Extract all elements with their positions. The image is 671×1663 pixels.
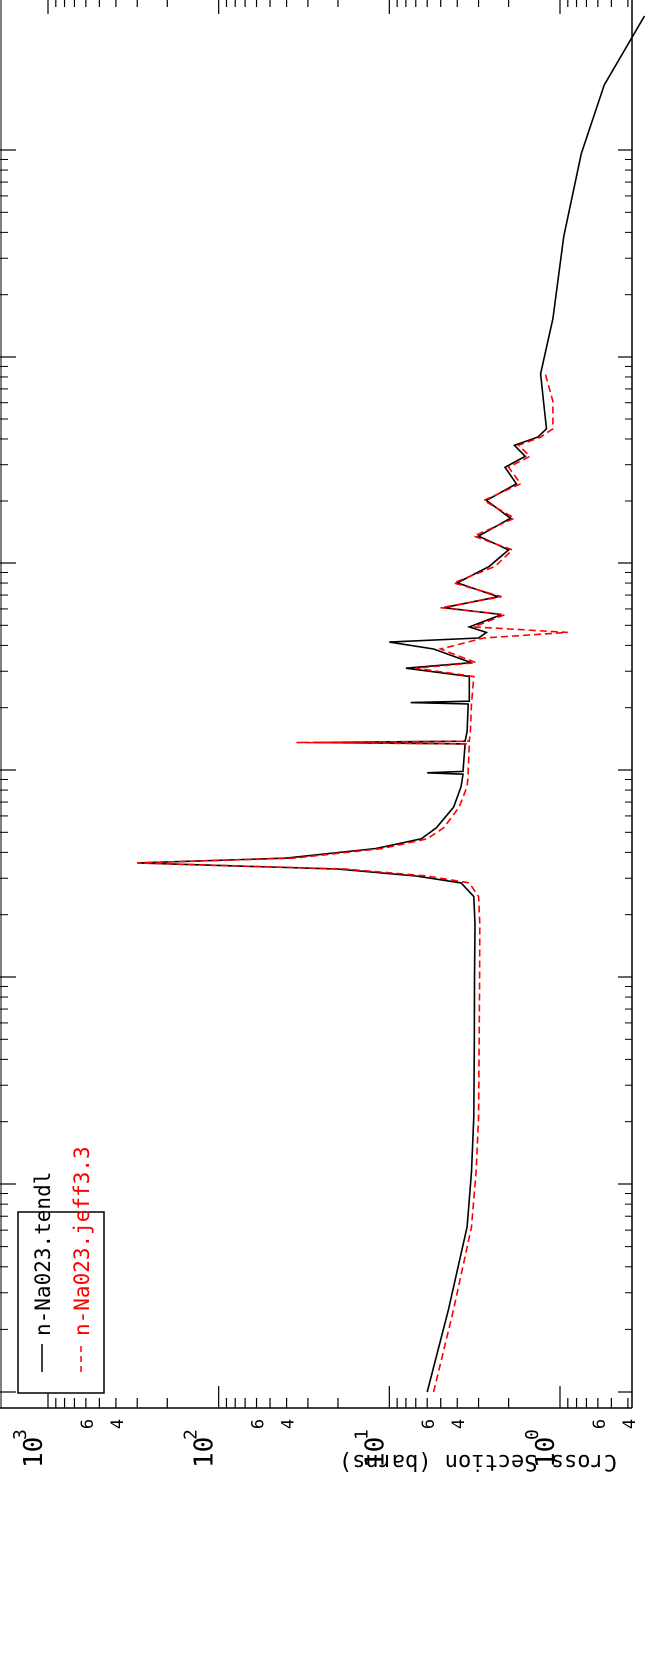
y-tick-label: 10	[360, 1437, 390, 1468]
y-tick-exponent: 1	[351, 1429, 372, 1440]
y-minor-label: 4	[108, 1419, 128, 1429]
y-tick-exponent: 0	[522, 1429, 543, 1440]
y-minor-label: 6	[419, 1419, 439, 1429]
y-tick-exponent: 3	[10, 1429, 31, 1440]
y-tick-label: 10	[531, 1437, 561, 1468]
y-tick-label: 10	[190, 1437, 220, 1468]
series-jeff-line	[137, 373, 568, 1393]
y-tick-label: 10	[19, 1437, 49, 1468]
series-layer	[137, 15, 646, 1393]
y-minor-label: 4	[620, 1419, 640, 1429]
legend-box	[17, 1211, 105, 1394]
series-tendl-line	[137, 15, 646, 1393]
y-minor-label: 6	[249, 1419, 269, 1429]
legend-label-tendl: n-Na023.tendl	[31, 1172, 55, 1336]
y-minor-label: 4	[279, 1419, 299, 1429]
y-minor-label: 6	[590, 1419, 610, 1429]
y-minor-label: 6	[78, 1419, 98, 1429]
y-axis-title: Cross Section (barns)	[339, 1449, 617, 1474]
y-tick-exponent: 2	[181, 1429, 202, 1440]
legend-label-jeff: n-Na023.jeff3.3	[70, 1146, 94, 1336]
y-minor-label: 4	[449, 1419, 469, 1429]
